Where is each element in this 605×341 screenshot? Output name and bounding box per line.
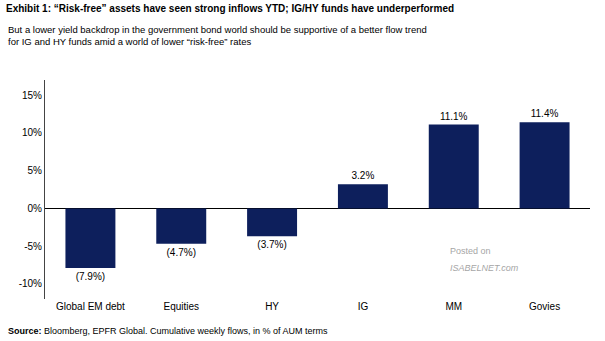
svg-text:3.2%: 3.2%	[351, 170, 374, 181]
svg-text:11.4%: 11.4%	[531, 108, 559, 119]
svg-text:11.1%: 11.1%	[440, 111, 468, 122]
svg-text:MM: MM	[445, 301, 462, 312]
svg-text:Global EM debt: Global EM debt	[56, 301, 125, 312]
svg-text:15%: 15%	[22, 90, 42, 101]
svg-text:(3.7%): (3.7%)	[257, 239, 286, 250]
svg-text:0%: 0%	[28, 203, 43, 214]
svg-text:IG: IG	[358, 301, 369, 312]
svg-text:Posted on: Posted on	[450, 246, 491, 256]
svg-text:-10%: -10%	[19, 278, 42, 289]
svg-text:(4.7%): (4.7%)	[167, 247, 196, 258]
svg-text:5%: 5%	[28, 165, 43, 176]
svg-text:(7.9%): (7.9%)	[76, 271, 105, 282]
svg-text:ISABELNET.com: ISABELNET.com	[450, 263, 519, 273]
svg-text:Govies: Govies	[529, 301, 560, 312]
svg-text:HY: HY	[265, 301, 279, 312]
svg-text:But a lower yield backdrop in: But a lower yield backdrop in the govern…	[8, 24, 427, 47]
svg-text:-5%: -5%	[24, 241, 42, 252]
svg-text:10%: 10%	[22, 127, 42, 138]
svg-text:Source: Bloomberg, EPFR Global: Source: Bloomberg, EPFR Global. Cumulati…	[8, 326, 328, 336]
svg-text:Equities: Equities	[163, 301, 199, 312]
svg-text:Exhibit 1: “Risk-free” assets: Exhibit 1: “Risk-free” assets have seen …	[6, 3, 454, 14]
